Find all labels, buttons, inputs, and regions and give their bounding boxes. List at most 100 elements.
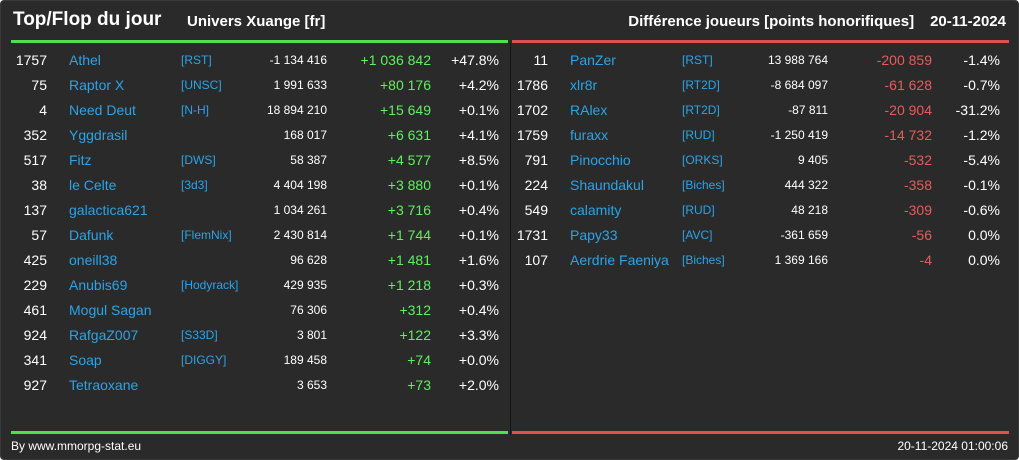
player-rank: 352 bbox=[23, 127, 47, 143]
player-name-link[interactable]: Pinocchio bbox=[570, 152, 631, 168]
player-points: 444 322 bbox=[784, 178, 828, 192]
player-rank: 1786 bbox=[516, 77, 548, 93]
player-name-link[interactable]: xlr8r bbox=[570, 77, 598, 93]
alliance-tag-link[interactable]: [S33D] bbox=[181, 328, 218, 342]
percent-change: +8.5% bbox=[458, 152, 499, 168]
points-delta: -532 bbox=[903, 152, 932, 168]
alliance-tag-link[interactable]: [RT2D] bbox=[682, 78, 720, 92]
percent-change: -1.2% bbox=[963, 127, 1000, 143]
player-rank: 549 bbox=[524, 202, 548, 218]
player-rank: 38 bbox=[31, 177, 47, 193]
header-right: Différence joueurs [points honorifiques]… bbox=[628, 13, 1006, 30]
alliance-tag-link[interactable]: [RST] bbox=[682, 53, 713, 67]
universe-label: Univers Xuange [fr] bbox=[187, 13, 326, 30]
percent-change: -1.4% bbox=[963, 52, 1000, 68]
points-delta: -61 628 bbox=[884, 77, 932, 93]
points-delta: +312 bbox=[399, 302, 431, 318]
player-name-link[interactable]: Tetraoxane bbox=[69, 377, 139, 393]
player-name-link[interactable]: furaxx bbox=[570, 127, 609, 143]
alliance-tag-link[interactable]: [DIGGY] bbox=[181, 353, 227, 367]
header-date: 20-11-2024 bbox=[930, 13, 1006, 30]
player-rank: 137 bbox=[23, 202, 47, 218]
player-rank: 517 bbox=[23, 152, 47, 168]
percent-change: +0.4% bbox=[458, 302, 499, 318]
top-footer-rule bbox=[11, 431, 508, 434]
player-name-link[interactable]: PanZer bbox=[570, 52, 616, 68]
player-name-link[interactable]: Raptor X bbox=[69, 77, 125, 93]
player-name-link[interactable]: calamity bbox=[570, 202, 622, 218]
player-name-link[interactable]: Papy33 bbox=[570, 227, 618, 243]
player-points: 189 458 bbox=[283, 353, 327, 367]
player-name-link[interactable]: Shaundakul bbox=[570, 177, 644, 193]
alliance-tag-link[interactable]: [Hodyrack] bbox=[181, 278, 239, 292]
percent-change: -0.7% bbox=[963, 77, 1000, 93]
player-rank: 229 bbox=[23, 277, 47, 293]
player-name-link[interactable]: RAlex bbox=[570, 102, 608, 118]
player-rank: 341 bbox=[23, 352, 47, 368]
points-delta: +1 744 bbox=[387, 227, 431, 243]
player-rank: 425 bbox=[23, 252, 47, 268]
alliance-tag-link[interactable]: [RUD] bbox=[682, 203, 715, 217]
player-rank: 75 bbox=[31, 77, 47, 93]
points-delta: +1 218 bbox=[387, 277, 431, 293]
points-delta: -20 904 bbox=[884, 102, 932, 118]
player-name-link[interactable]: galactica621 bbox=[69, 202, 148, 218]
player-name-link[interactable]: Yggdrasil bbox=[69, 127, 128, 143]
points-delta: -56 bbox=[911, 227, 932, 243]
footer-timestamp: 20-11-2024 01:00:06 bbox=[897, 439, 1008, 453]
player-name-link[interactable]: Fitz bbox=[69, 152, 92, 168]
alliance-tag-link[interactable]: [AVC] bbox=[682, 228, 713, 242]
player-name-link[interactable]: Athel bbox=[69, 52, 101, 68]
alliance-tag-link[interactable]: [ORKS] bbox=[682, 153, 723, 167]
points-delta: -309 bbox=[903, 202, 932, 218]
percent-change: +0.1% bbox=[458, 227, 499, 243]
alliance-tag-link[interactable]: [RT2D] bbox=[682, 103, 720, 117]
player-points: 3 801 bbox=[296, 328, 327, 342]
alliance-tag-link[interactable]: [DWS] bbox=[181, 153, 216, 167]
player-points: 1 991 633 bbox=[273, 78, 327, 92]
player-name-link[interactable]: Dafunk bbox=[69, 227, 114, 243]
percent-change: +3.3% bbox=[458, 327, 499, 343]
percent-change: -5.4% bbox=[963, 152, 1000, 168]
alliance-tag-link[interactable]: [N-H] bbox=[181, 103, 209, 117]
points-delta: +3 716 bbox=[387, 202, 431, 218]
percent-change: 0.0% bbox=[968, 227, 1000, 243]
points-delta: -358 bbox=[903, 177, 932, 193]
alliance-tag-link[interactable]: [RST] bbox=[181, 53, 212, 67]
percent-change: +4.2% bbox=[458, 77, 499, 93]
player-points: 96 628 bbox=[290, 253, 327, 267]
points-delta: +1 481 bbox=[387, 252, 431, 268]
player-name-link[interactable]: Need Deut bbox=[69, 102, 136, 118]
player-name-link[interactable]: oneill38 bbox=[69, 252, 118, 268]
percent-change: +0.1% bbox=[458, 177, 499, 193]
player-points: 2 430 814 bbox=[273, 228, 327, 242]
alliance-tag-link[interactable]: [RUD] bbox=[682, 128, 715, 142]
alliance-tag-link[interactable]: [UNSC] bbox=[181, 78, 222, 92]
player-points: 76 306 bbox=[290, 303, 327, 317]
player-name-link[interactable]: RafgaZ007 bbox=[69, 327, 139, 343]
player-rank: 1731 bbox=[516, 227, 548, 243]
player-rank: 1702 bbox=[516, 102, 548, 118]
alliance-tag-link[interactable]: [3d3] bbox=[181, 178, 208, 192]
alliance-tag-link[interactable]: [FlemNix] bbox=[181, 228, 232, 242]
player-points: 9 405 bbox=[797, 153, 828, 167]
percent-change: +0.3% bbox=[458, 277, 499, 293]
points-delta: -14 732 bbox=[884, 127, 932, 143]
player-name-link[interactable]: Aerdrie Faeniya bbox=[570, 252, 669, 268]
alliance-tag-link[interactable]: [Biches] bbox=[682, 253, 725, 267]
points-delta: +3 880 bbox=[387, 177, 431, 193]
percent-change: +1.6% bbox=[458, 252, 499, 268]
player-points: 1 369 166 bbox=[774, 253, 828, 267]
player-name-link[interactable]: le Celte bbox=[69, 177, 117, 193]
player-name-link[interactable]: Soap bbox=[69, 352, 102, 368]
player-name-link[interactable]: Mogul Sagan bbox=[69, 302, 152, 318]
percent-change: +4.1% bbox=[458, 127, 499, 143]
player-points: -87 811 bbox=[788, 103, 828, 117]
page-title: Top/Flop du jour bbox=[13, 9, 162, 30]
alliance-tag-link[interactable]: [Biches] bbox=[682, 178, 725, 192]
player-name-link[interactable]: Anubis69 bbox=[69, 277, 128, 293]
percent-change: +0.0% bbox=[458, 352, 499, 368]
points-delta: +74 bbox=[407, 352, 431, 368]
points-delta: +1 036 842 bbox=[360, 52, 431, 68]
